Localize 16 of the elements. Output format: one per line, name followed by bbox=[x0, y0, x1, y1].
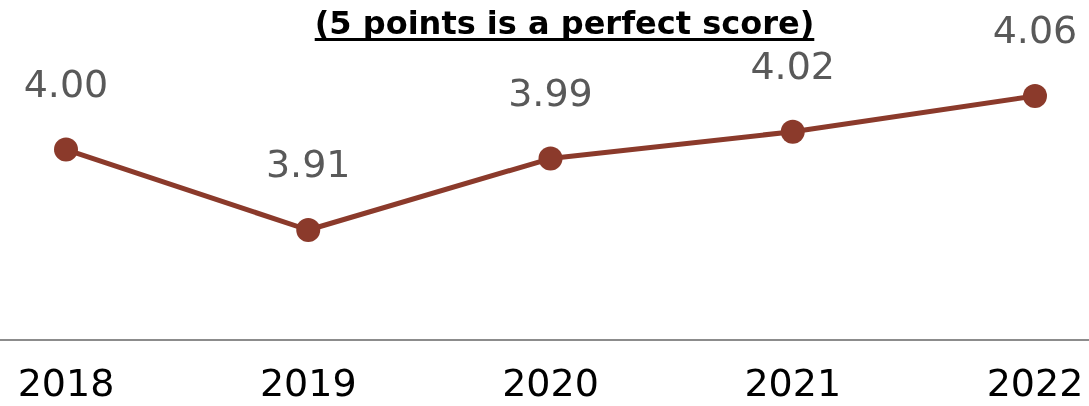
x-tick-label: 2019 bbox=[259, 361, 357, 405]
x-tick-label: 2021 bbox=[744, 361, 842, 405]
data-label: 4.00 bbox=[23, 61, 109, 106]
data-label: 3.91 bbox=[265, 142, 351, 186]
x-tick-label: 2020 bbox=[502, 361, 599, 405]
point bbox=[54, 137, 78, 162]
chart-title: (5 points is a perfect score) bbox=[314, 4, 815, 42]
point bbox=[296, 218, 321, 242]
x-tick-label: 2022 bbox=[986, 361, 1084, 405]
data-label: 3.99 bbox=[508, 70, 593, 115]
point bbox=[538, 146, 563, 171]
data-label: 4.02 bbox=[750, 43, 836, 88]
data-label: 4.06 bbox=[992, 8, 1078, 52]
point bbox=[1023, 84, 1047, 108]
point bbox=[780, 119, 805, 144]
x-tick-label: 2018 bbox=[17, 361, 115, 405]
